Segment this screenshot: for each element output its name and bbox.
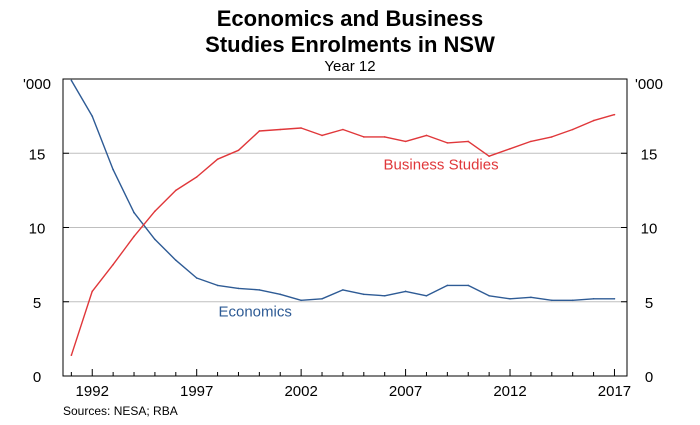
y-tick-label-right-5: 5: [645, 295, 653, 312]
business-studies-point: [300, 127, 302, 129]
economics-point: [175, 259, 177, 261]
economics-point: [446, 284, 449, 287]
economics-point: [154, 238, 156, 241]
economics-point: [237, 287, 240, 290]
business-studies-point: [70, 354, 73, 357]
chart-title-line1: Economics and Business: [216, 6, 484, 31]
x-tick-label-1992: 1992: [76, 383, 109, 400]
x-tick-label-2012: 2012: [493, 383, 526, 400]
economics-point: [112, 168, 114, 171]
y-tick-label-left-10: 10: [29, 221, 46, 238]
business-studies-line: [70, 113, 615, 356]
business-studies-point: [279, 128, 282, 131]
x-tick-label-2002: 2002: [284, 383, 317, 400]
economics-point: [300, 299, 302, 302]
economics-point: [383, 295, 386, 297]
business-studies-point: [404, 140, 407, 143]
economics-point: [425, 295, 428, 297]
economics-point: [195, 277, 198, 279]
business-studies-point: [133, 235, 135, 238]
right-unit-label: '000: [635, 76, 663, 93]
business-studies-point: [195, 176, 198, 178]
business-studies-point: [383, 136, 386, 138]
business-studies-point: [446, 142, 449, 144]
chart-subtitle: Year 12: [324, 58, 376, 75]
economics-point: [363, 293, 365, 296]
economics-label: Economics: [218, 304, 291, 321]
economics-point: [321, 297, 323, 300]
y-tick-label-left-5: 5: [33, 295, 41, 312]
chart-title-line2: Studies Enrolments in NSW: [205, 32, 495, 57]
economics-point: [91, 115, 94, 117]
business-studies-point: [613, 113, 616, 116]
economics-point: [404, 290, 407, 293]
economics-point: [592, 297, 595, 300]
business-studies-point: [91, 290, 94, 293]
economics-point: [530, 296, 532, 299]
economics-point: [488, 295, 490, 297]
business-studies-point: [237, 149, 240, 152]
business-studies-point: [258, 130, 261, 132]
economics-point: [613, 297, 616, 300]
y-tick-label-right-10: 10: [641, 221, 658, 238]
business-studies-point: [571, 128, 574, 131]
business-studies-point: [112, 263, 114, 266]
business-studies-point: [321, 134, 323, 137]
economics-point: [509, 297, 511, 300]
business-studies-point: [363, 136, 365, 138]
business-studies-point: [551, 136, 553, 138]
business-studies-point: [154, 210, 156, 212]
economics-point: [216, 284, 219, 287]
y-tick-label-left-15: 15: [29, 146, 46, 163]
business-studies-point: [216, 158, 219, 160]
economics-point: [279, 293, 282, 296]
series-labels: Economics Business Studies: [218, 157, 498, 321]
economics-point: [571, 299, 574, 302]
economics-point: [342, 289, 344, 291]
business-studies-point: [342, 128, 344, 131]
economics-point: [70, 79, 73, 82]
economics-point: [133, 211, 135, 214]
left-unit-label: '000: [23, 76, 51, 93]
business-studies-label: Business Studies: [384, 157, 499, 174]
y-tick-label-right-15: 15: [641, 146, 658, 163]
business-studies-point: [175, 189, 177, 192]
business-studies-point: [509, 147, 511, 150]
gridlines: [63, 152, 627, 303]
economics-point: [258, 289, 261, 291]
source-note: Sources: NESA; RBA: [63, 404, 178, 418]
y-tick-label-right-0: 0: [645, 369, 653, 386]
business-studies-point: [592, 119, 595, 122]
economics-line: [70, 80, 615, 301]
x-tick-label-2017: 2017: [598, 383, 631, 400]
business-studies-point: [425, 134, 428, 137]
x-tick-label-1997: 1997: [180, 383, 213, 400]
business-studies-point: [488, 155, 490, 158]
x-tick-label-2007: 2007: [389, 383, 422, 400]
tick-marks: [63, 152, 627, 377]
economics-point: [551, 299, 553, 302]
business-studies-point: [467, 140, 470, 143]
series-lines: [70, 79, 616, 357]
tick-labels: 0 0 5 5 10 10 15 15 1992 1997 2002 2007 2012 2017: [29, 146, 658, 400]
economics-point: [467, 284, 470, 287]
business-studies-point: [530, 140, 532, 143]
y-tick-label-left-0: 0: [33, 369, 41, 386]
